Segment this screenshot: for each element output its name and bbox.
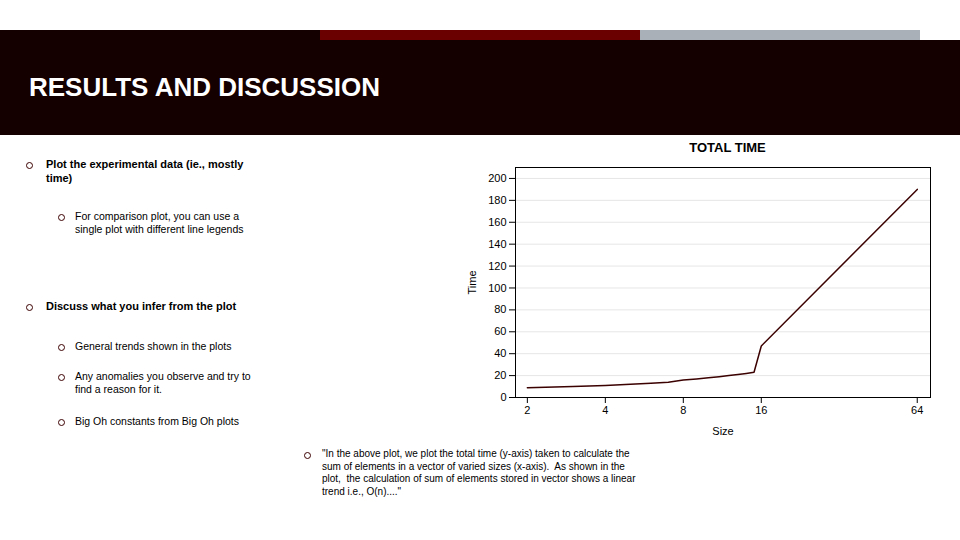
html-text:Plot the experimental data (ie: Plot the experimental data (ie., mostly … [46,158,244,184]
svg-text:160: 160 [488,216,506,228]
svg-text:200: 200 [488,172,506,184]
svg-text:60: 60 [494,325,506,337]
svg-text:120: 120 [488,260,506,272]
html-text:Any anomalies you observe and: Any anomalies you observe and try to fin… [75,370,251,396]
svg-text:Time: Time [466,270,478,294]
svg-text:64: 64 [911,404,923,416]
html-text:Big Oh constants from Big Oh p: Big Oh constants from Big Oh plots [75,415,239,427]
html-text:General trends shown in the pl: General trends shown in the plots [75,340,232,352]
html-text:TOTAL TIME: TOTAL TIME [689,140,766,155]
svg-text:80: 80 [494,303,506,315]
svg-text:100: 100 [488,281,506,293]
html-text:"In the above plot, we plot th: "In the above plot, we plot the total ti… [322,448,636,497]
html-text:RESULTS AND DISCUSSION: RESULTS AND DISCUSSION [29,72,380,102]
svg-text:4: 4 [602,404,608,416]
svg-text:40: 40 [494,347,506,359]
svg-text:2: 2 [524,404,530,416]
svg-text:Size: Size [712,425,733,437]
svg-text:140: 140 [488,238,506,250]
svg-text:8: 8 [680,404,686,416]
html-text:For comparison plot, you can u: For comparison plot, you can use a singl… [75,210,244,236]
svg-text:16: 16 [755,404,767,416]
html-text:Discuss what you infer from th: Discuss what you infer from the plot [46,300,237,312]
svg-text:0: 0 [500,391,506,403]
svg-text:20: 20 [494,369,506,381]
svg-text:180: 180 [488,194,506,206]
